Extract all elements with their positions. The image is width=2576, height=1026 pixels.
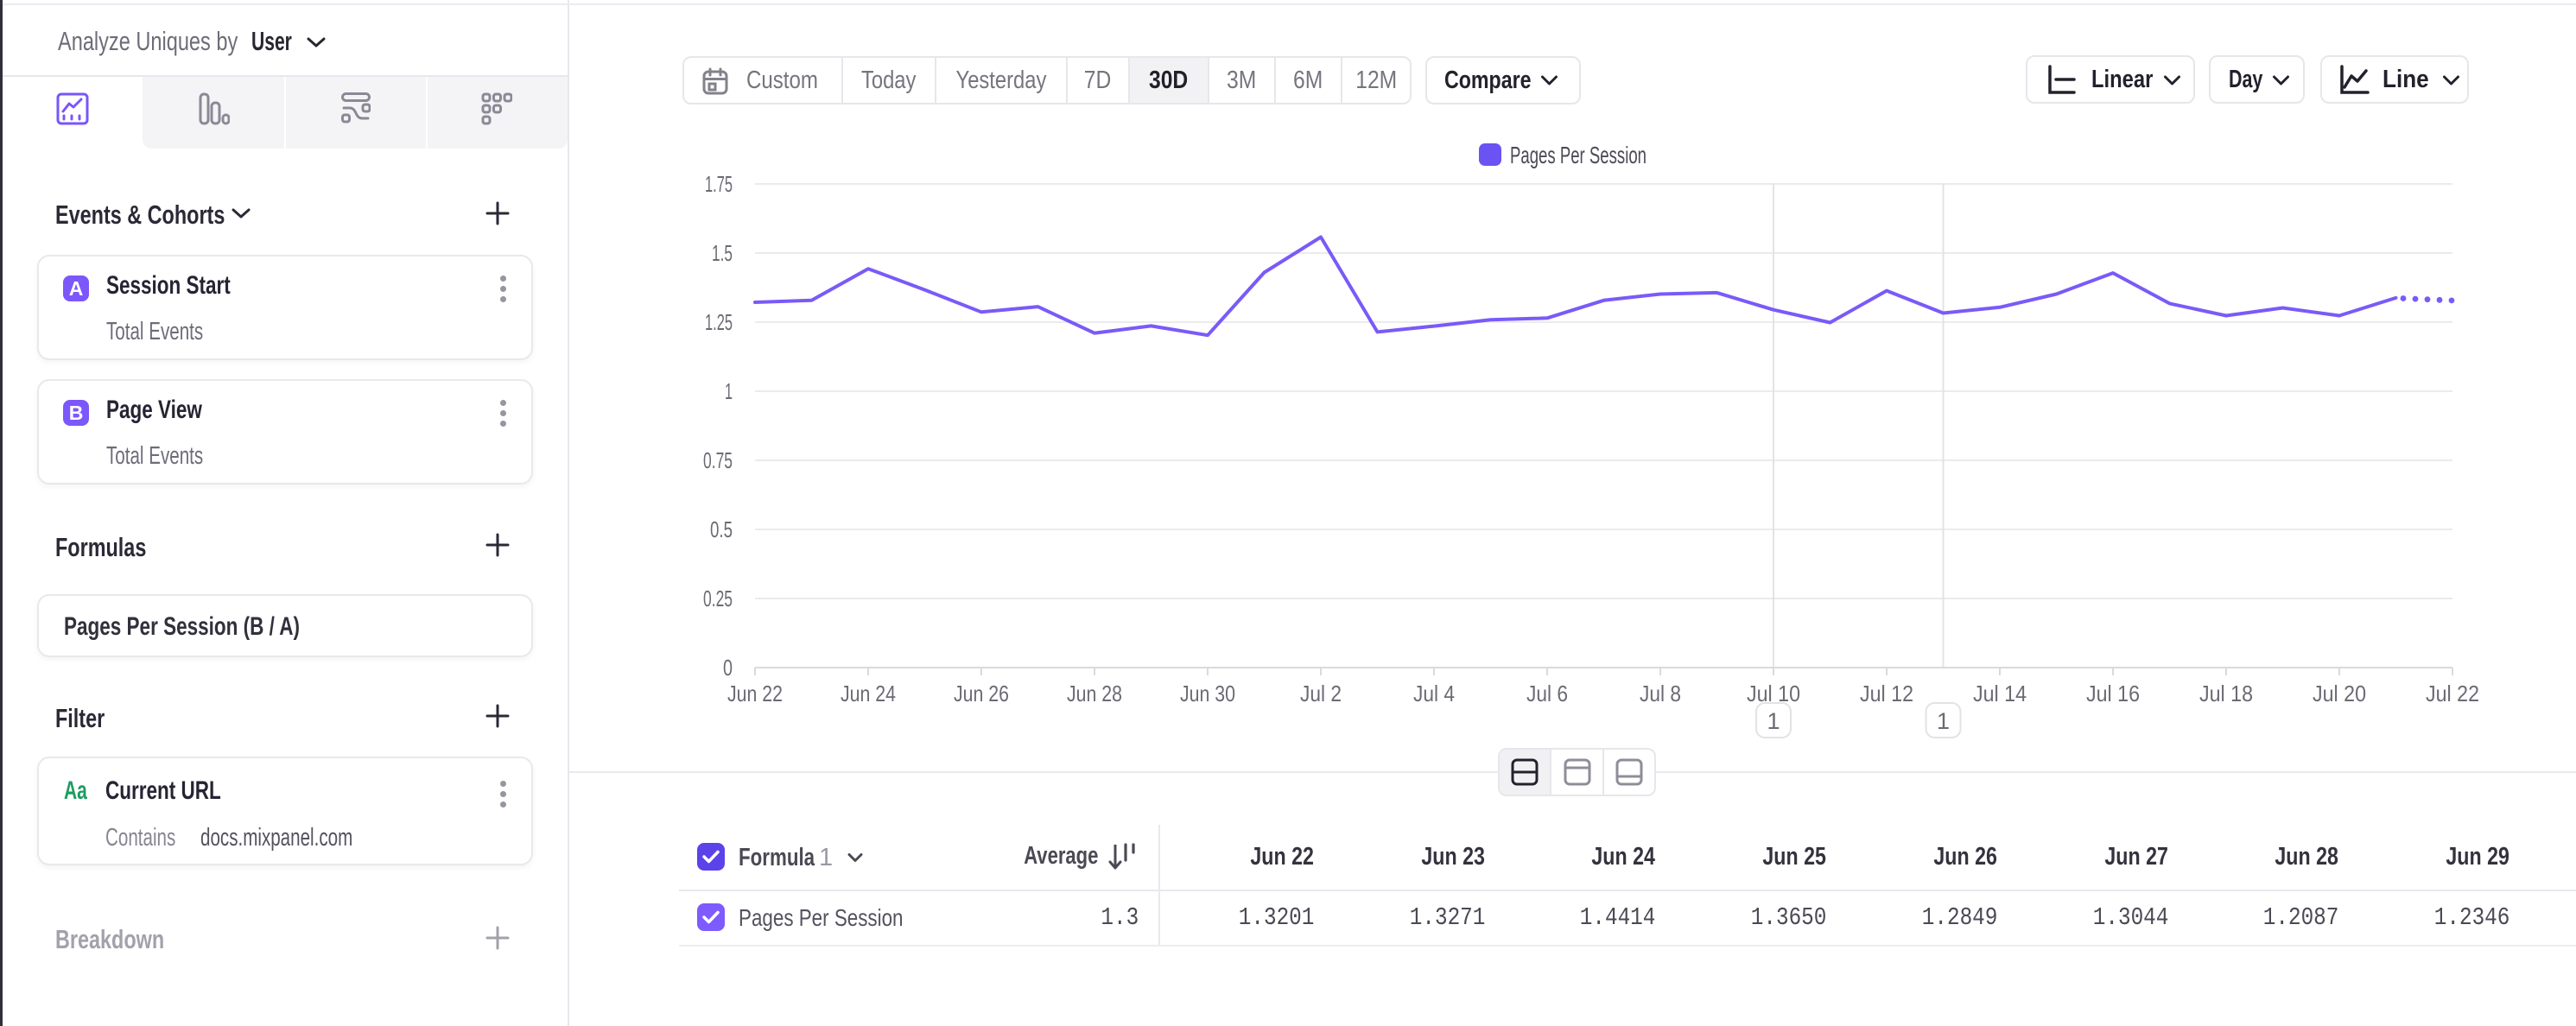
svg-text:Jul 2: Jul 2 <box>1300 681 1342 706</box>
svg-text:Jul 8: Jul 8 <box>1640 681 1681 706</box>
svg-text:0: 0 <box>723 655 733 681</box>
svg-text:1: 1 <box>1767 708 1780 734</box>
svg-text:Jun 28: Jun 28 <box>1067 681 1122 706</box>
svg-text:Jun 22: Jun 22 <box>727 681 783 706</box>
svg-text:Jun 26: Jun 26 <box>954 681 1009 706</box>
svg-text:1.75: 1.75 <box>705 171 733 197</box>
svg-text:1: 1 <box>1937 708 1950 734</box>
svg-text:Jul 22: Jul 22 <box>2426 681 2479 706</box>
svg-text:1.5: 1.5 <box>712 240 733 266</box>
svg-text:Jul 16: Jul 16 <box>2086 681 2140 706</box>
svg-text:Jul 4: Jul 4 <box>1413 681 1455 706</box>
svg-text:Jul 12: Jul 12 <box>1860 681 1913 706</box>
svg-text:Jun 30: Jun 30 <box>1180 681 1235 706</box>
svg-text:Jul 20: Jul 20 <box>2313 681 2366 706</box>
svg-text:0.75: 0.75 <box>703 447 733 473</box>
svg-text:0.5: 0.5 <box>710 516 733 542</box>
svg-text:Jul 6: Jul 6 <box>1526 681 1568 706</box>
svg-text:0.25: 0.25 <box>703 586 733 611</box>
svg-text:Pages Per Session: Pages Per Session <box>1510 142 1646 168</box>
svg-text:1.25: 1.25 <box>705 309 733 335</box>
svg-text:1: 1 <box>725 378 733 404</box>
svg-text:Jul 14: Jul 14 <box>1973 681 2027 706</box>
svg-text:Jun 24: Jun 24 <box>841 681 896 706</box>
svg-text:Jul 18: Jul 18 <box>2199 681 2253 706</box>
